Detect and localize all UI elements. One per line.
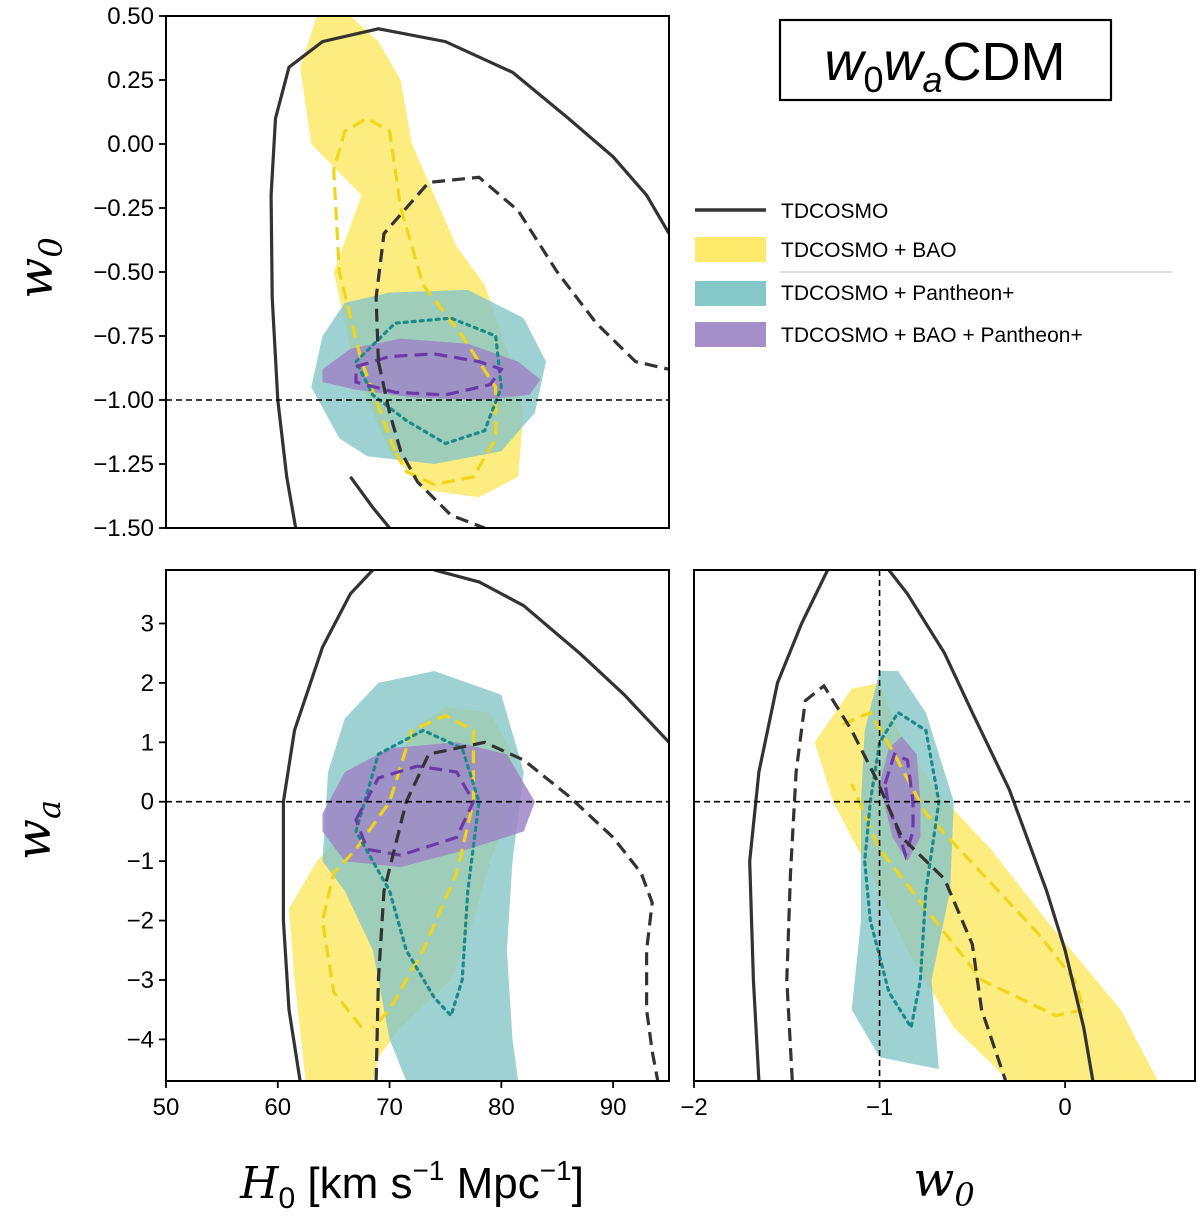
ytick-label: −1.00 [93,387,154,414]
tdcosmo-inner-contour [374,175,669,371]
legend-bao-swatch [695,237,766,262]
tdcosmo-outer-contour [269,27,669,528]
ytick-label: −3 [127,967,154,994]
xtick-label: 50 [153,1094,180,1121]
model-label: w0waCDM [778,18,1113,102]
wa-ylabel: wa [6,800,68,860]
model-label-suffix: CDM [943,32,1066,92]
tdcosmo-outer-contour [748,570,830,1081]
xtick-label: 60 [264,1094,291,1121]
xtick-label: −2 [680,1094,707,1121]
model-label-w1: w [824,32,866,92]
legend-combined-label: TDCOSMO + BAO + Pantheon+ [781,324,1083,347]
xtick-label: 0 [1058,1094,1071,1121]
xtick-label: 80 [488,1094,515,1121]
h0-xlabel: H0 [km s−1 Mpc−1] [239,1155,584,1215]
ytick-label: 2 [141,670,154,697]
combined-fill-region [879,736,921,862]
tdcosmo-outer-contour-right [887,570,1095,1081]
pantheon-fill-region [851,671,954,1070]
legend-pantheon-label: TDCOSMO + Pantheon+ [781,282,1014,305]
pantheon-inner-contour [863,710,941,1032]
combined-inner-contour [354,352,504,397]
ytick-label: 1 [141,729,154,756]
model-label-w2: w [884,32,926,92]
xtick-label: 90 [600,1094,627,1121]
h0-w0-panel: 0.50 0.25 0.00 −0.25 −0.50 −0.75 −1.00 −1.25 −1.… [93,3,670,542]
panel-frame [165,569,670,1082]
ytick-label: −0.25 [93,195,154,222]
tdcosmo-outer-contour-right [433,570,669,744]
ytick-label: 0 [141,789,154,816]
xtick-label: 70 [376,1094,403,1121]
ytick-label: −1.50 [93,515,154,542]
ytick-label: −0.50 [93,259,154,286]
legend-pantheon-swatch [695,281,766,306]
bao-inner-contour [332,116,498,487]
model-label-suba: a [923,59,943,100]
pantheon-inner-contour [354,728,481,1019]
ytick-label: −4 [127,1026,154,1053]
ytick-label: −2 [127,908,154,935]
w0-wa-panel: −2 −1 0 [680,569,1196,1121]
tdcosmo-outer-contour-lower [349,475,391,528]
model-label-sub0: 0 [863,59,883,100]
tdcosmo-inner-contour [374,740,660,1081]
ytick-label: −0.75 [93,323,154,350]
ytick-label: 0.50 [107,3,154,30]
tdcosmo-outer-contour [281,570,374,1081]
legend: TDCOSMO TDCOSMO + BAO TDCOSMO + Pantheon… [695,200,1172,347]
combined-fill-region [322,742,535,868]
w0-xlabel: w0 [913,1152,974,1214]
ytick-label: −1.25 [93,451,154,478]
legend-combined-swatch [695,322,766,347]
xtick-label: −1 [866,1094,893,1121]
ytick-label: −1 [127,848,154,875]
h0-wa-panel: 3 2 1 0 −1 −2 −3 −4 50 60 70 80 90 [127,569,670,1121]
bao-inner-contour [320,713,475,1029]
bao-inner-contour [841,710,1086,1018]
ytick-label: 0.00 [107,131,154,158]
combined-inner-contour [354,764,476,857]
pantheon-inner-contour [354,316,503,446]
panel-frame [693,569,1196,1082]
ytick-label: 3 [141,610,154,637]
ytick-label: 0.25 [107,67,154,94]
svg-text:w0waCDM: w0waCDM [824,32,1065,100]
legend-bao-label: TDCOSMO + BAO [781,239,957,262]
w0-ylabel: w0 [8,237,70,298]
legend-tdcosmo-label: TDCOSMO [781,200,888,223]
tdcosmo-inner-contour [785,683,1008,1081]
tdcosmo-inner-contour-lower [376,361,486,528]
